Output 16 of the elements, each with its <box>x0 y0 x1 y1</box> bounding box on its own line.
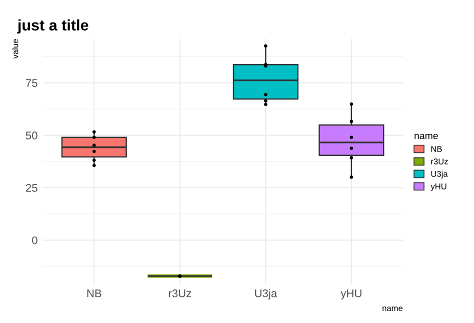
legend-label: yHU <box>430 184 446 191</box>
legend-label: NB <box>431 146 442 152</box>
y-axis-title: value <box>12 39 18 59</box>
legend-label: r3Uz <box>431 158 448 164</box>
x-tick-label: r3Uz <box>168 289 192 298</box>
y-tick-label: 25 <box>26 184 38 192</box>
y-tick-label: 0 <box>32 236 38 244</box>
x-axis-title: name <box>414 134 438 140</box>
y-tick-label: 75 <box>26 79 38 87</box>
y-tick-label: 50 <box>26 132 38 140</box>
x-tick-label: NB <box>87 290 102 298</box>
x-tick-label: yHU <box>340 290 362 300</box>
legend-label: U3ja <box>431 170 448 179</box>
chart-title: just a title <box>17 19 88 34</box>
x-tick-label: U3ja <box>255 289 278 300</box>
legend-title: name <box>382 306 403 312</box>
